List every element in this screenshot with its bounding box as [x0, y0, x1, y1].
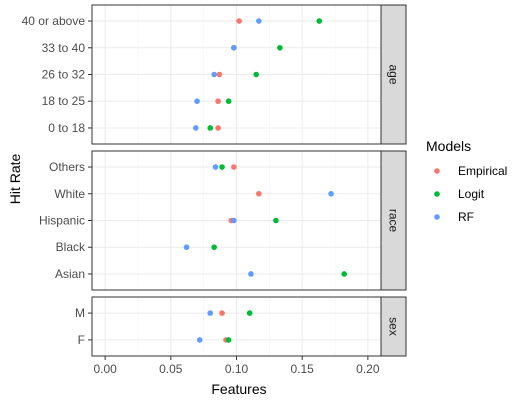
strip-background: [380, 150, 407, 291]
point-age-rf-1: [194, 98, 200, 105]
point-age-logit-2: [253, 71, 260, 78]
legend-title: Models: [426, 138, 471, 154]
x-tick-label: 0.15: [291, 362, 315, 376]
point-age-logit-3: [277, 44, 283, 51]
x-axis: 0.00 0.05 0.10 0.15 0.20: [93, 356, 380, 376]
point-sex-logit-0: [225, 337, 232, 343]
point-race-rf-3: [328, 190, 334, 197]
y-tick-label: 26 to 32: [42, 68, 86, 82]
x-tick-label: 0.05: [159, 362, 183, 376]
legend-label: RF: [458, 210, 474, 224]
strip-background: [380, 4, 407, 145]
point-race-rf-1: [183, 244, 190, 251]
point-age-empirical-4: [236, 18, 242, 24]
point-sex-rf-0: [196, 337, 203, 343]
x-tick-label: 0.10: [225, 362, 249, 376]
legend-key-logit: [434, 191, 440, 197]
strip-background: [380, 296, 407, 357]
point-age-rf-2: [211, 71, 217, 78]
strip-label: age: [387, 64, 401, 84]
point-age-empirical-1: [215, 98, 221, 105]
legend-label: Logit: [458, 187, 485, 201]
facet-panel-age: 0 to 18 18 to 25 26 to 32 33 to 40 40 or abo…: [22, 4, 407, 145]
y-tick-label: Hispanic: [39, 214, 85, 228]
facet-strip-race: race: [380, 150, 407, 291]
point-race-logit-0: [341, 271, 348, 277]
x-axis-title: Features: [211, 381, 266, 397]
point-race-logit-2: [273, 217, 279, 224]
y-tick-label: 40 or above: [22, 14, 86, 28]
legend-label: Empirical: [458, 164, 507, 178]
point-race-rf-0: [248, 271, 254, 277]
point-sex-rf-1: [207, 310, 214, 316]
point-race-logit-1: [211, 244, 217, 251]
strip-label: race: [387, 209, 401, 233]
y-tick-label: F: [78, 333, 85, 347]
facet-panels: 0 to 18 18 to 25 26 to 32 33 to 40 40 or abo…: [22, 4, 407, 357]
y-tick-label: Black: [56, 240, 86, 254]
y-tick-label: Asian: [55, 267, 85, 281]
legend-key-empirical: [434, 168, 440, 174]
facet-strip-sex: sex: [380, 296, 407, 357]
y-tick-label: 33 to 40: [42, 41, 86, 55]
y-tick-label: 0 to 18: [48, 121, 85, 135]
legend-key-rf: [434, 214, 440, 220]
y-tick-label: White: [54, 187, 85, 201]
strip-label: sex: [387, 317, 401, 336]
legend-item-logit: Logit: [434, 187, 485, 201]
point-age-logit-4: [316, 18, 323, 24]
point-age-logit-0: [207, 125, 214, 131]
point-race-empirical-4: [231, 164, 237, 170]
point-race-rf-2: [231, 217, 237, 224]
facet-strip-age: age: [380, 4, 407, 145]
y-axis-title: Hit Rate: [7, 154, 23, 205]
y-tick-label: M: [75, 306, 85, 320]
y-tick-label: 18 to 25: [42, 94, 86, 108]
point-race-empirical-3: [256, 190, 262, 197]
point-race-rf-4: [212, 164, 219, 170]
point-age-empirical-2: [216, 71, 223, 78]
legend-item-rf: RF: [434, 210, 474, 224]
point-race-logit-4: [219, 164, 225, 170]
point-sex-empirical-1: [219, 310, 225, 316]
facet-panel-race: Asian Black Hispanic White Others race: [39, 150, 407, 291]
legend-item-empirical: Empirical: [434, 164, 507, 178]
y-tick-label: Others: [49, 160, 85, 174]
point-age-rf-4: [256, 18, 262, 24]
point-sex-logit-1: [246, 310, 253, 316]
x-tick-label: 0.20: [356, 362, 380, 376]
point-age-empirical-0: [215, 125, 221, 131]
point-age-rf-3: [231, 44, 237, 51]
legend: Models Empirical Logit RF: [426, 138, 507, 224]
point-age-logit-1: [225, 98, 232, 105]
x-tick-label: 0.00: [93, 362, 117, 376]
point-age-rf-0: [192, 125, 199, 131]
